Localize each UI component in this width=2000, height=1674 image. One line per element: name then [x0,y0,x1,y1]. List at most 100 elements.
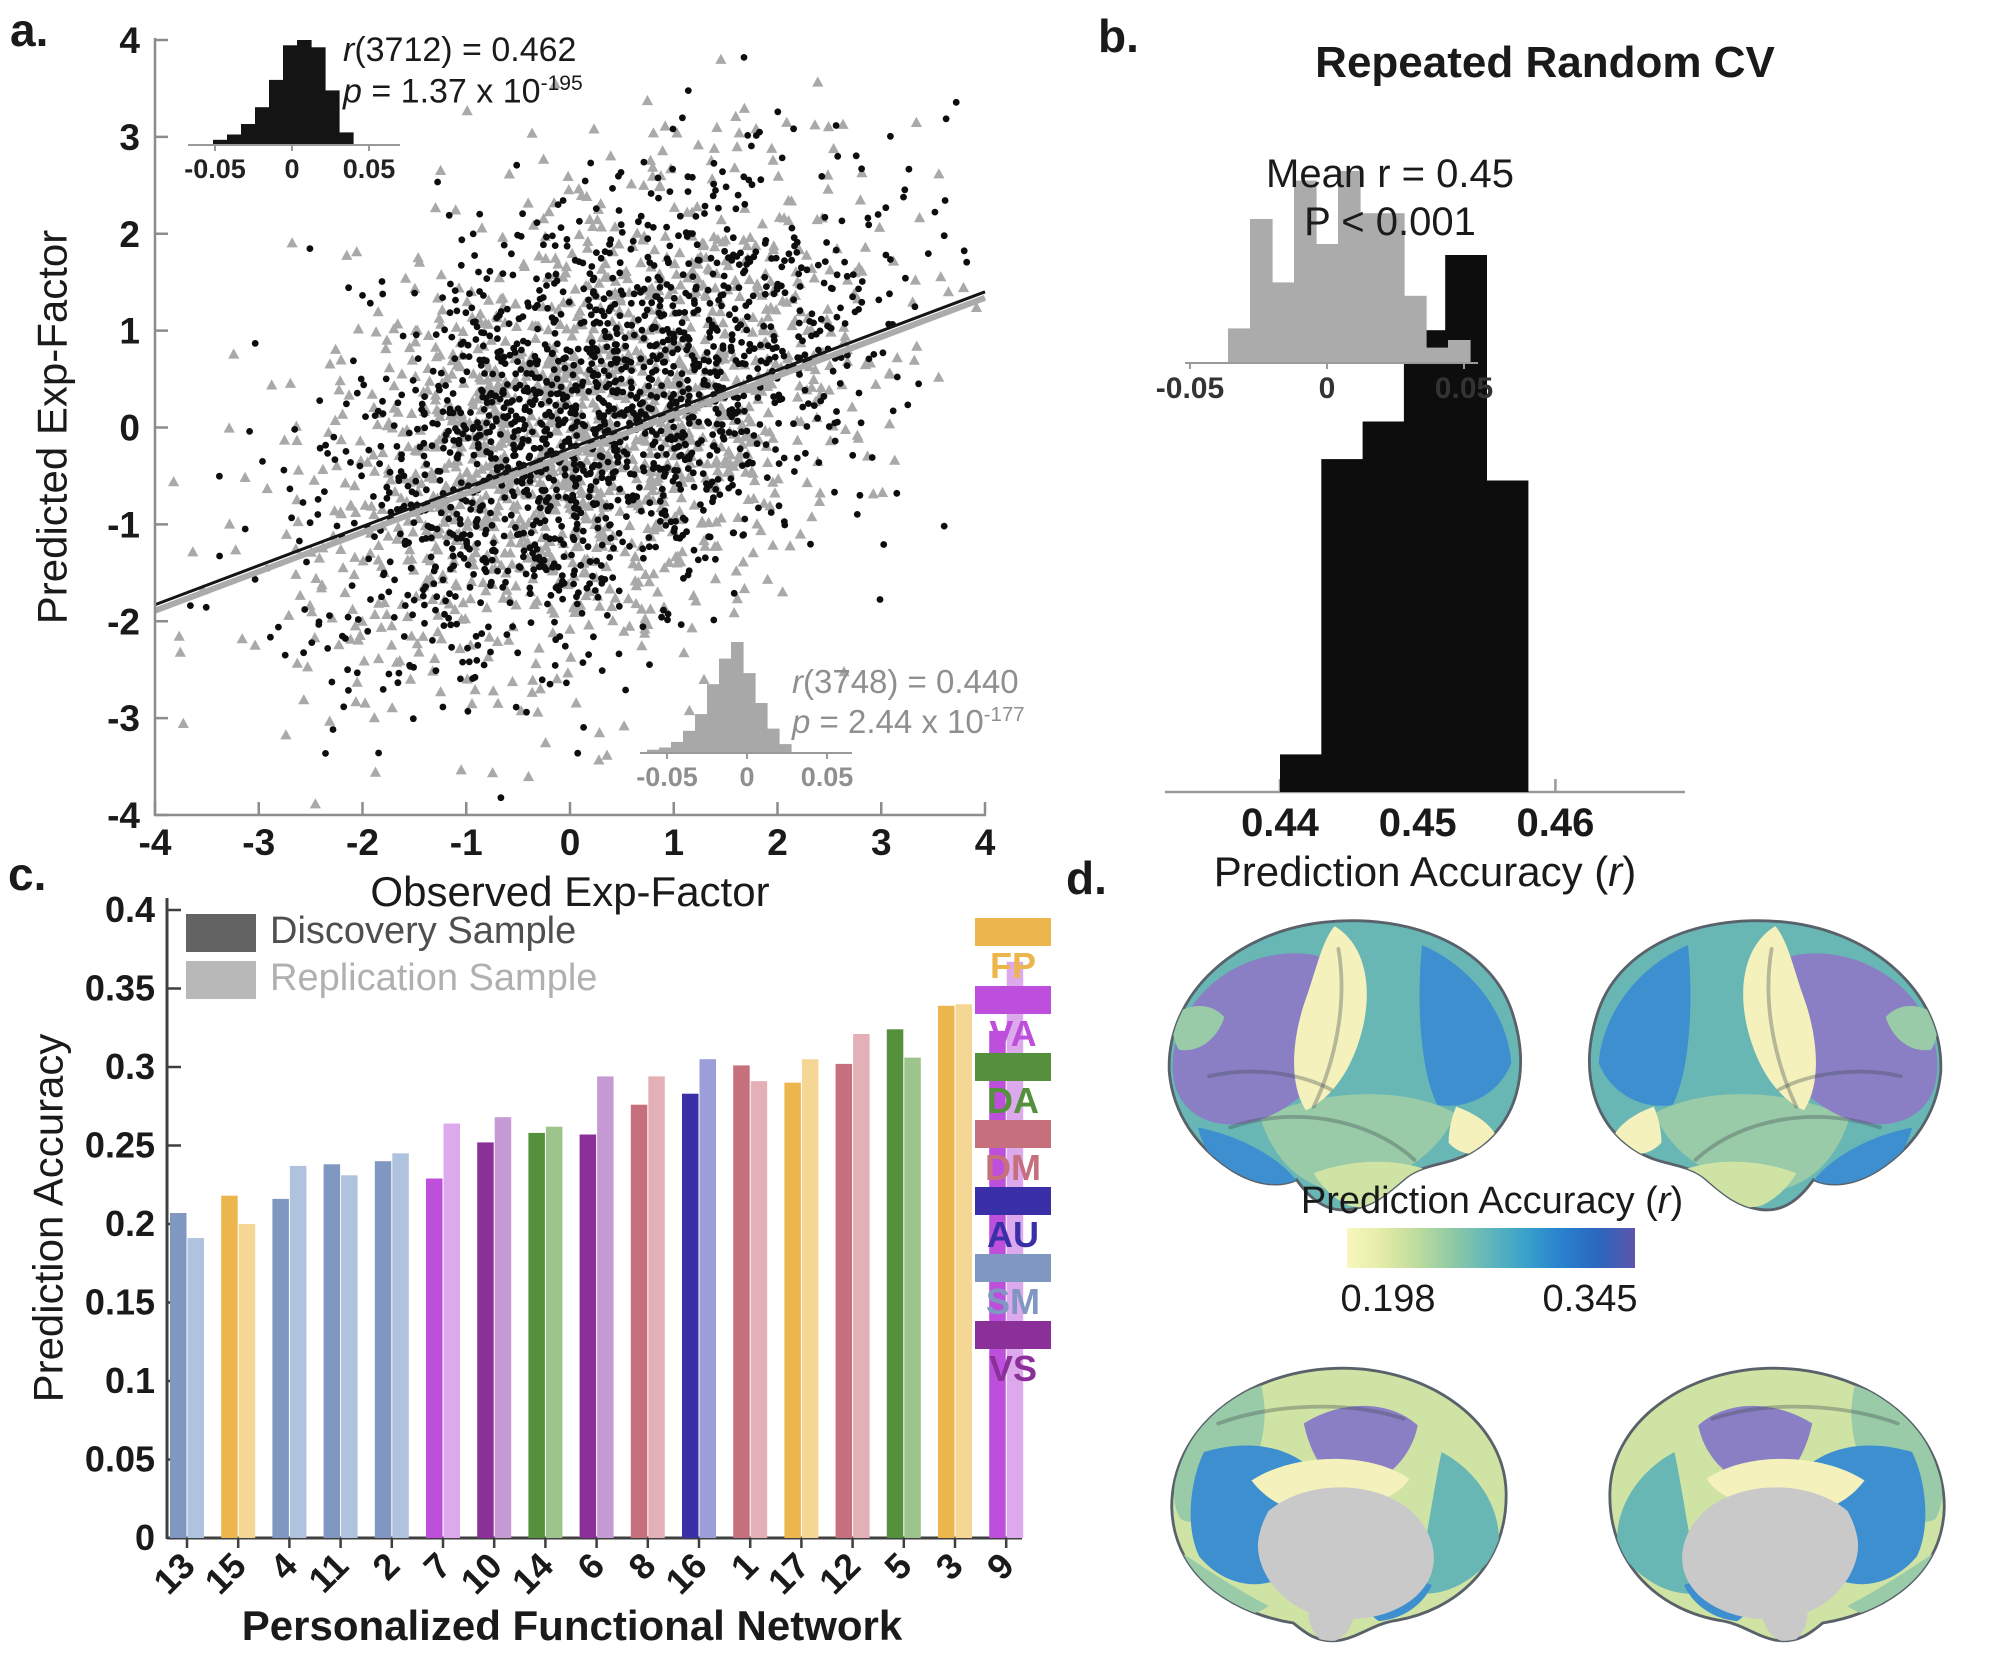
data-point [368,712,380,723]
brain-region [1743,926,1816,1111]
data-point [543,377,550,385]
data-point [463,368,471,376]
data-point [434,420,441,428]
inset-tick-label: -0.05 [636,762,698,792]
data-point [453,307,461,315]
data-point [633,493,641,501]
data-point [720,272,728,280]
data-point [392,521,404,532]
data-point [648,376,656,383]
data-point [560,260,572,272]
data-point [754,394,762,401]
data-point [602,503,610,510]
data-point [579,537,587,545]
data-point [876,596,884,603]
data-point [410,519,418,526]
data-point [609,574,617,581]
data-point [757,341,764,349]
data-point [711,540,724,551]
data-point [371,533,378,540]
data-point [421,393,428,400]
data-point [395,669,403,677]
data-point [824,359,836,370]
data-point [573,183,585,194]
data-point [642,491,654,502]
data-point [348,582,356,589]
data-point [675,232,682,240]
data-point [360,381,368,389]
data-point [767,476,779,487]
data-point [529,549,536,557]
data-point [609,469,617,477]
data-point [729,274,741,285]
data-point [803,266,811,274]
data-point [730,589,738,597]
legend-label-replication: Replication Sample [270,957,598,999]
data-point [709,192,717,200]
data-point [504,547,516,558]
data-point [404,591,412,599]
inset-bar [297,40,312,145]
data-point [719,291,727,299]
data-point [627,358,635,366]
data-point [674,247,686,258]
data-point [625,498,632,505]
data-point [731,593,743,604]
a-replication-r-stat: r(3748) = 0.440 [792,663,1019,700]
data-point [585,296,592,304]
data-point [727,475,735,482]
panel-d-label: d. [1066,852,1107,904]
legend-swatch-discovery [186,914,256,952]
a-y-tick-label: -1 [107,504,140,545]
data-point [710,616,718,624]
data-point [498,371,506,379]
data-point [434,178,441,186]
data-point [882,251,890,259]
data-point [732,511,744,522]
data-point [481,530,489,538]
data-point [578,390,590,401]
data-point [306,606,318,617]
data-point [391,576,398,584]
a-y-tick-label: -3 [107,698,140,739]
data-point [712,360,720,367]
data-point [511,418,519,425]
data-point [690,595,702,606]
data-point [658,485,666,493]
data-point [453,427,461,435]
data-point [788,256,795,264]
data-point [519,210,526,218]
data-point [692,139,704,150]
data-point [646,259,654,266]
data-point [615,587,623,595]
data-point [324,645,332,652]
data-point [588,323,600,334]
data-point [457,520,464,528]
data-point [365,555,373,563]
data-point [485,334,497,345]
data-point [790,296,797,303]
data-point [745,298,753,306]
data-point [745,176,753,184]
data-point [552,636,560,644]
data-point [437,509,445,517]
data-point [606,600,618,612]
data-point [395,492,407,503]
data-point [701,367,709,375]
data-point [670,330,677,338]
data-point [560,540,568,548]
data-point [554,583,561,591]
data-point [734,401,742,409]
bar-replication-net17 [801,1059,819,1538]
inset-tick-label: 0.05 [801,762,854,792]
data-point [883,367,895,378]
data-point [339,586,351,598]
data-point [452,593,459,600]
data-point [914,212,926,223]
data-point [638,299,646,307]
data-point [558,479,570,491]
data-point [712,486,720,493]
data-point [573,600,581,608]
data-point [464,341,472,349]
data-point [473,657,481,664]
